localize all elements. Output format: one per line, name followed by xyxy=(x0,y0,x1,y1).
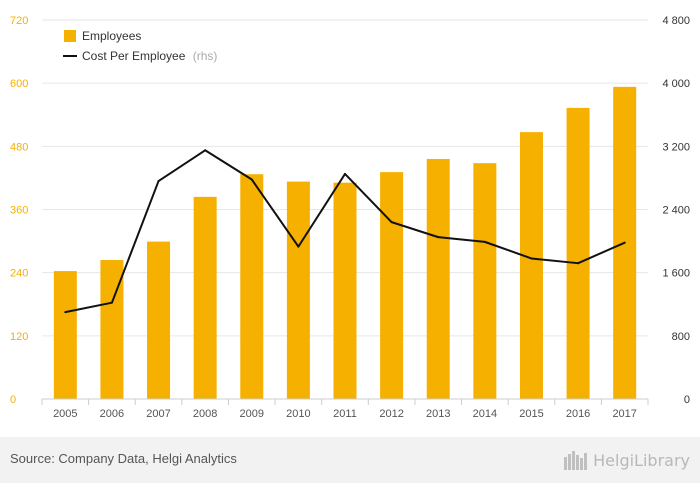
right-tick-label: 4 800 xyxy=(662,15,690,27)
chart: 0 120 240 360 480 600 720 0 800 1 600 2 400 3 200 4… xyxy=(10,15,690,420)
right-tick-label: 3 200 xyxy=(662,141,690,153)
employees-bars xyxy=(53,86,637,400)
point-cost-2015 xyxy=(530,257,533,260)
right-tick-label: 4 000 xyxy=(662,78,690,90)
left-tick-label: 360 xyxy=(10,205,28,217)
x-tick-label: 2013 xyxy=(426,408,450,420)
point-cost-2011 xyxy=(344,172,346,175)
left-tick-label: 720 xyxy=(10,15,28,27)
point-cost-2014 xyxy=(483,240,486,243)
x-tick-label: 2014 xyxy=(473,408,497,420)
bar-employees-2014 xyxy=(473,163,497,399)
bar-employees-2010 xyxy=(286,181,310,399)
x-tick-label: 2016 xyxy=(566,408,590,420)
point-cost-2016 xyxy=(577,262,580,265)
bar-employees-2008 xyxy=(193,196,217,399)
point-cost-2013 xyxy=(437,236,440,239)
x-tick-label: 2015 xyxy=(519,408,543,420)
x-tick-label: 2017 xyxy=(612,408,636,420)
bar-employees-2005 xyxy=(53,271,77,399)
x-tick-label: 2012 xyxy=(379,408,403,420)
left-tick-label: 120 xyxy=(10,331,28,343)
left-tick-label: 600 xyxy=(10,78,28,90)
right-tick-label: 1 600 xyxy=(662,268,690,280)
bar-employees-2011 xyxy=(333,182,357,399)
bar-employees-2006 xyxy=(100,260,124,399)
legend-rhs-note: (rhs) xyxy=(193,49,218,63)
point-cost-2009 xyxy=(250,178,253,181)
left-tick-label: 240 xyxy=(10,268,28,280)
bar-employees-2007 xyxy=(147,241,171,399)
x-tick-label: 2007 xyxy=(146,408,170,420)
left-tick-label: 480 xyxy=(10,141,28,153)
bar-employees-2012 xyxy=(380,172,404,399)
point-cost-2017 xyxy=(623,241,626,244)
bar-employees-2016 xyxy=(566,107,590,399)
left-tick-label: 0 xyxy=(10,394,16,406)
legend-label-cost-per-employee: Cost Per Employee xyxy=(82,49,186,63)
x-tick-label: 2011 xyxy=(333,408,357,420)
legend-label-employees: Employees xyxy=(82,29,141,43)
point-cost-2007 xyxy=(157,180,160,183)
legend: Employees Cost Per Employee (rhs) xyxy=(63,29,217,63)
right-tick-label: 0 xyxy=(684,394,690,406)
left-axis-ticks: 0 120 240 360 480 600 720 xyxy=(10,15,28,406)
brand-name: HelgiLibrary xyxy=(593,450,690,470)
footer: Source: Company Data, Helgi Analytics He… xyxy=(0,437,700,483)
legend-swatch-employees xyxy=(64,30,76,42)
bar-employees-2009 xyxy=(240,174,264,399)
cost-per-employee-line xyxy=(64,149,626,314)
point-cost-2010 xyxy=(297,245,300,248)
x-axis-ticks: 2005 2006 2007 2008 2009 2010 2011 2012 2013 2014… xyxy=(41,398,649,420)
bar-employees-2013 xyxy=(426,158,450,399)
x-tick-label: 2006 xyxy=(100,408,124,420)
x-tick-label: 2010 xyxy=(286,408,310,420)
source-note: Source: Company Data, Helgi Analytics xyxy=(10,451,237,466)
x-tick-label: 2008 xyxy=(193,408,217,420)
point-cost-2012 xyxy=(390,221,393,224)
helgi-library-icon xyxy=(564,451,588,470)
x-tick-label: 2005 xyxy=(53,408,77,420)
right-tick-label: 800 xyxy=(672,331,690,343)
x-tick-label: 2009 xyxy=(240,408,264,420)
right-tick-label: 2 400 xyxy=(662,205,690,217)
point-cost-2005 xyxy=(64,311,67,314)
bar-employees-2015 xyxy=(519,132,543,399)
point-cost-2008 xyxy=(204,149,207,152)
point-cost-2006 xyxy=(110,301,113,304)
brand-logo[interactable]: HelgiLibrary xyxy=(563,447,690,473)
svg-text:Cost Per Employee (rhs): Cost Per Employee (rhs) xyxy=(82,49,217,63)
right-axis-ticks: 0 800 1 600 2 400 3 200 4 000 4 800 xyxy=(662,15,690,406)
